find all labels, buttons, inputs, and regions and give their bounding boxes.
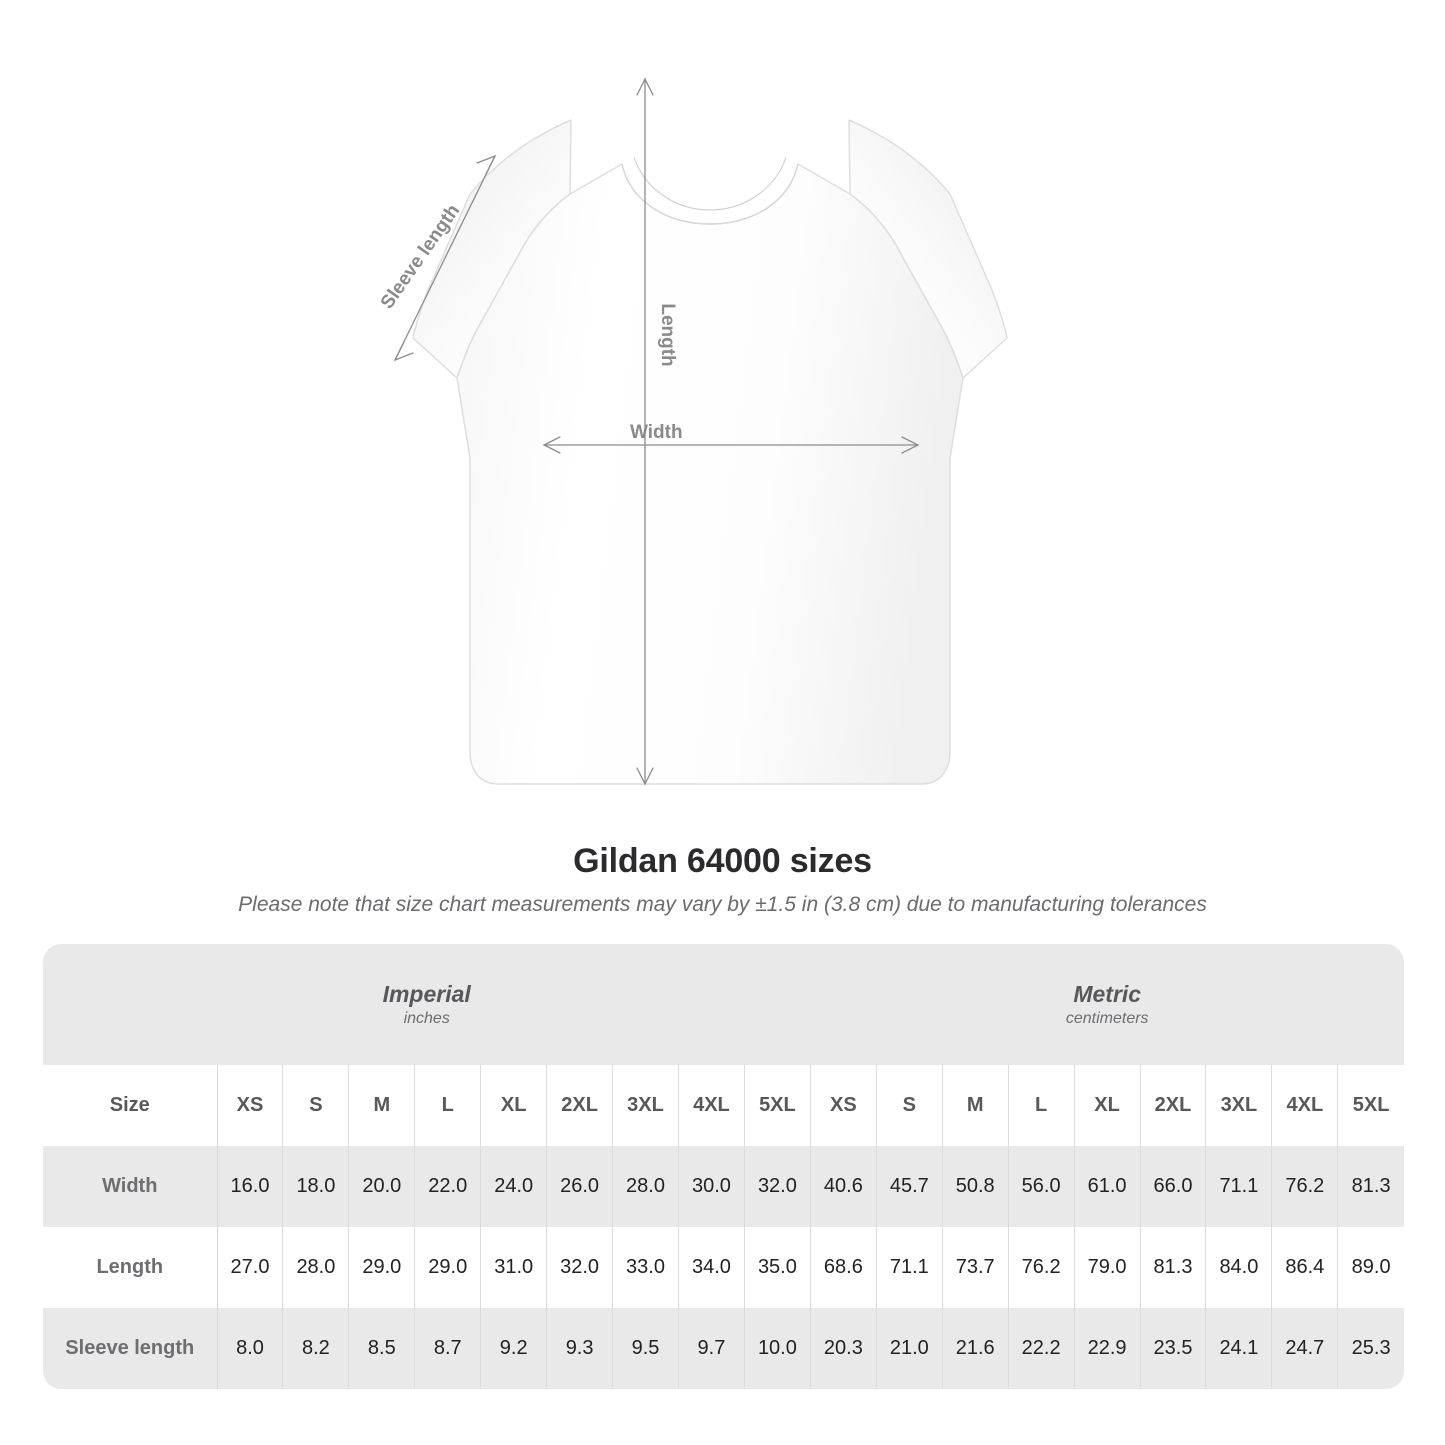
svg-text:Length: Length	[657, 303, 678, 366]
svg-text:Width: Width	[630, 422, 683, 443]
